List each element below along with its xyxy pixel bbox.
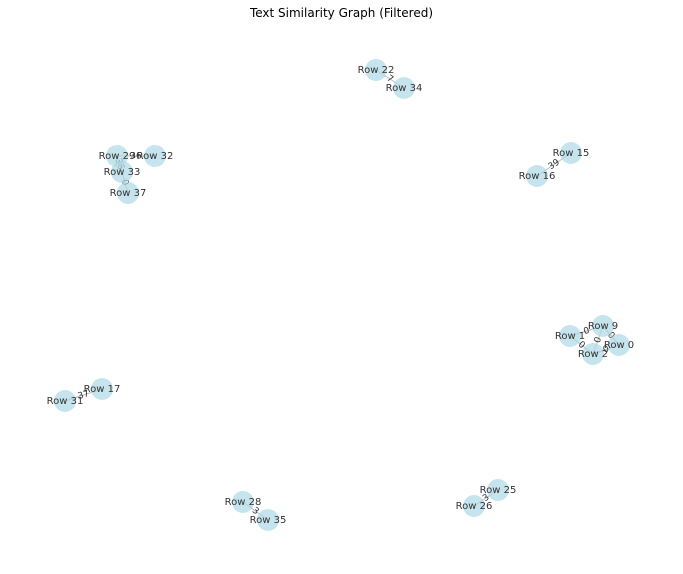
node-row-1: Row 1 bbox=[555, 325, 585, 347]
node-label: Row 15 bbox=[553, 148, 590, 159]
node-label: Row 31 bbox=[47, 396, 84, 407]
node-row-26: Row 26 bbox=[456, 495, 493, 517]
edges-layer bbox=[64, 69, 620, 521]
node-circle bbox=[560, 142, 582, 164]
node-label: Row 35 bbox=[250, 515, 287, 526]
edge-label-9-2: 0 bbox=[593, 336, 604, 345]
node-row-31: Row 31 bbox=[47, 390, 84, 412]
node-label: Row 2 bbox=[578, 349, 608, 360]
graph-title: Text Similarity Graph (Filtered) bbox=[249, 6, 434, 20]
node-row-17: Row 17 bbox=[84, 378, 121, 400]
node-label: Row 29 bbox=[99, 151, 136, 162]
node-label: Row 22 bbox=[358, 65, 395, 76]
node-circle bbox=[487, 479, 509, 501]
node-circle bbox=[117, 182, 139, 204]
node-row-2: Row 2 bbox=[578, 343, 608, 365]
node-row-0: Row 0 bbox=[604, 334, 634, 356]
node-row-9: Row 9 bbox=[588, 315, 618, 337]
node-row-16: Row 16 bbox=[519, 165, 556, 187]
node-row-37: Row 37 bbox=[110, 182, 147, 204]
node-label: Row 33 bbox=[104, 167, 141, 178]
node-label: Row 0 bbox=[604, 340, 634, 351]
node-circle bbox=[144, 145, 166, 167]
node-circle bbox=[592, 315, 614, 337]
node-circle bbox=[526, 165, 548, 187]
node-row-35: Row 35 bbox=[250, 509, 287, 531]
node-circle bbox=[393, 77, 415, 99]
edge-label-29-32: 36 bbox=[130, 152, 142, 162]
node-circle bbox=[111, 161, 133, 183]
node-row-34: Row 34 bbox=[386, 77, 423, 99]
nodes-layer: Row 22 Row 34 Row 29 Row 32 Row 33 Row 37 Row … bbox=[47, 59, 634, 531]
node-label: Row 9 bbox=[588, 321, 618, 332]
edge-label-22-34: 7 bbox=[385, 74, 395, 86]
node-circle bbox=[463, 495, 485, 517]
node-circle bbox=[559, 325, 581, 347]
node-circle bbox=[608, 334, 630, 356]
node-row-25: Row 25 bbox=[480, 479, 517, 501]
node-row-33: Row 33 bbox=[104, 161, 141, 183]
edge-label-17-31: 37 bbox=[77, 389, 91, 402]
edge-label-28-35: 3 bbox=[250, 506, 261, 517]
node-circle bbox=[54, 390, 76, 412]
node-label: Row 32 bbox=[137, 151, 174, 162]
node-label: Row 16 bbox=[519, 171, 556, 182]
node-label: Row 37 bbox=[110, 188, 147, 199]
edge-label-1-2: 0 bbox=[576, 340, 587, 352]
node-circle bbox=[91, 378, 113, 400]
edge-label-25-26: 3 bbox=[481, 493, 491, 505]
node-row-22: Row 22 bbox=[358, 59, 395, 81]
node-row-28: Row 28 bbox=[225, 491, 262, 513]
edge-label-0-2: 0 bbox=[602, 344, 611, 355]
node-label: Row 26 bbox=[456, 501, 493, 512]
node-label: Row 25 bbox=[480, 485, 517, 496]
node-label: Row 28 bbox=[225, 497, 262, 508]
node-row-15: Row 15 bbox=[553, 142, 590, 164]
node-circle bbox=[365, 59, 387, 81]
node-circle bbox=[582, 343, 604, 365]
edge-label-9-1: 0 bbox=[582, 326, 591, 337]
edge-label-9-0: 0 bbox=[605, 330, 617, 341]
node-label: Row 34 bbox=[386, 83, 423, 94]
node-circle bbox=[257, 509, 279, 531]
node-row-32: Row 32 bbox=[137, 145, 174, 167]
node-circle bbox=[232, 491, 254, 513]
node-label: Row 1 bbox=[555, 331, 585, 342]
node-label: Row 17 bbox=[84, 384, 121, 395]
edge-labels-layer: 73636039000003733 bbox=[77, 74, 617, 517]
